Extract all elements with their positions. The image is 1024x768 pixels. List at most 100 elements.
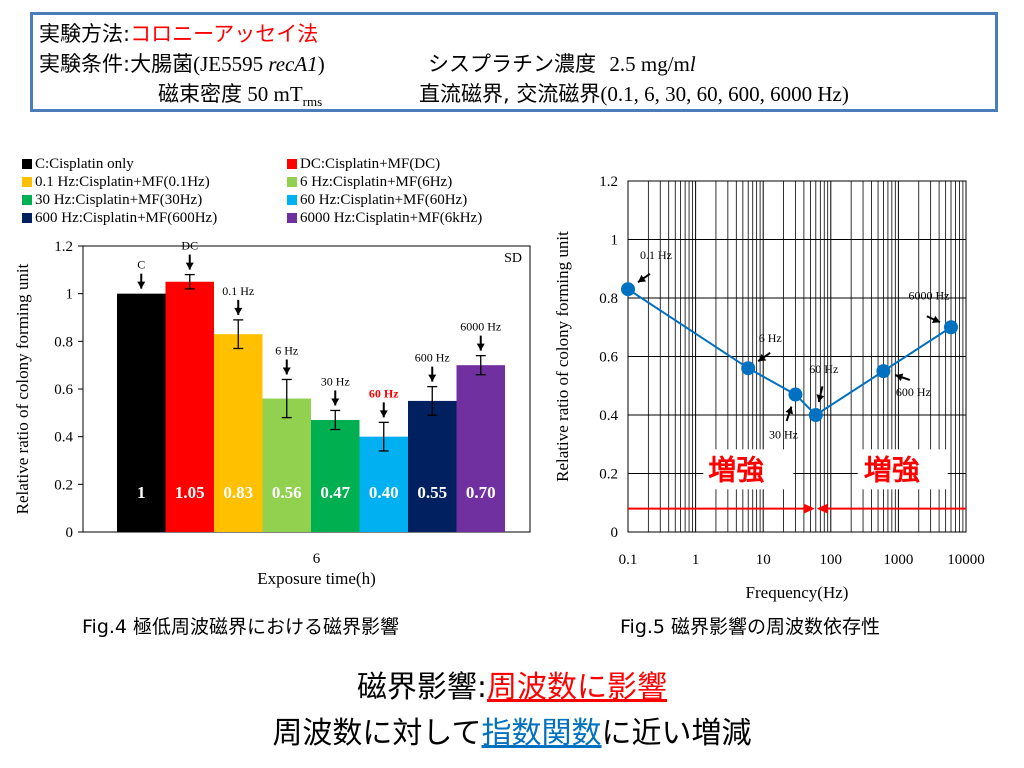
legend-item: 6 Hz:Cisplatin+MF(6Hz) [287, 173, 452, 191]
legend-label: C:Cisplatin only [35, 156, 134, 172]
bar-arrow-head [428, 374, 437, 382]
bar-arrow-head [476, 343, 485, 351]
x-tick-label: 1000 [883, 552, 913, 568]
strain: (JE5595 [193, 52, 269, 76]
method-line: 実験方法:コロニーアッセイ法 [39, 21, 318, 47]
legend-label: 30 Hz:Cisplatin+MF(30Hz) [35, 192, 203, 208]
y-tick-label: 1 [66, 287, 74, 303]
field-line: 直流磁界, 交流磁界(0.1, 6, 30, 60, 600, 6000 Hz) [419, 81, 849, 107]
conclusion-line-2: 周波数に対して指数関数に近い増減 [0, 708, 1024, 752]
bar [117, 293, 166, 532]
concentration-line: シスプラチン濃度 2.5 mg/ml [428, 51, 696, 77]
legend-item: 0.1 Hz:Cisplatin+MF(0.1Hz) [22, 173, 210, 191]
bar-arrow-head [331, 398, 340, 406]
conclusion-prefix-1: 磁界影響: [356, 670, 488, 705]
bar [359, 436, 408, 532]
legend-item: 6000 Hz:Cisplatin+MF(6kHz) [287, 209, 482, 227]
legend-swatch [287, 195, 297, 205]
legend-item: 600 Hz:Cisplatin+MF(600Hz) [22, 209, 217, 227]
bar-value-label: 0.55 [417, 483, 447, 502]
x-tick-label: 0.1 [619, 552, 638, 568]
organism: 大腸菌 [130, 52, 194, 76]
conclusion-highlight-2: 指数関数 [481, 716, 602, 751]
point-label: 30 Hz [769, 428, 798, 442]
y-axis-label: Relative ratio of colony forming unit [13, 263, 32, 514]
y-tick-label: 0.4 [599, 408, 618, 424]
y-tick-label: 0.2 [54, 477, 73, 493]
legend-swatch [287, 159, 297, 169]
bar-arrow-head [379, 410, 388, 418]
enhance-label-bg [703, 449, 794, 490]
legend-label: 60 Hz:Cisplatin+MF(60Hz) [300, 192, 468, 208]
sd-label: SD [504, 251, 522, 266]
y-tick-label: 1.2 [599, 174, 618, 190]
legend-swatch [22, 159, 32, 169]
legend-swatch [22, 177, 32, 187]
legend-item: DC:Cisplatin+MF(DC) [287, 155, 440, 173]
concentration-value: 2.5 mg/m [609, 52, 690, 76]
strain-italic: recA1 [268, 52, 318, 76]
y-tick-label: 0.4 [54, 430, 73, 446]
x-tick-label: 6 [313, 551, 321, 567]
enhance-arrow-left-head [803, 503, 815, 514]
bar-value-label: 1.05 [175, 483, 205, 502]
point-label: 6000 Hz [909, 288, 950, 302]
legend-item: 60 Hz:Cisplatin+MF(60Hz) [287, 191, 467, 209]
fig5-caption: Fig.5 磁界影響の周波数依存性 [620, 616, 881, 638]
method-label: 実験方法: [39, 22, 131, 46]
bar-category-label: C [137, 258, 145, 272]
x-axis-label: Frequency(Hz) [746, 583, 849, 602]
point-arrow-head [785, 406, 794, 415]
bar-value-label: 0.40 [369, 483, 399, 502]
data-point [788, 387, 803, 402]
legend-swatch [287, 177, 297, 187]
bar-value-label: 0.70 [466, 483, 496, 502]
bar-category-label: DC [181, 239, 198, 253]
flux-value: 50 mT [242, 82, 303, 106]
x-axis-label: Exposure time(h) [257, 569, 376, 588]
enhance-label-left: 増強 [708, 454, 764, 486]
flux-label: 磁束密度 [158, 82, 242, 106]
concentration-label: シスプラチン濃度 [428, 52, 596, 76]
x-tick-label: 100 [820, 552, 843, 568]
bar-arrow-head [137, 281, 146, 289]
y-tick-label: 0 [611, 525, 619, 541]
bar [311, 419, 360, 532]
point-arrow-head [931, 315, 941, 323]
enhance-label-bg [857, 449, 948, 490]
bar-chart: 0 0.2 0.4 0.6 0.8 1 1.2 Relative ratio of colon… [13, 239, 531, 588]
condition-label: 実験条件: [39, 52, 131, 76]
y-tick-label: 0.2 [599, 467, 618, 483]
legend-item: 30 Hz:Cisplatin+MF(30Hz) [22, 191, 202, 209]
legend-swatch [22, 195, 32, 205]
y-axis-label: Relative ratio of colony forming unit [553, 231, 572, 482]
point-label: 6 Hz [759, 331, 782, 345]
point-label: 600 Hz [896, 385, 931, 399]
bar-category-label: 6000 Hz [460, 320, 501, 334]
field-ac: 交流磁界 [516, 82, 601, 106]
legend-label: 6000 Hz:Cisplatin+MF(6kHz) [300, 210, 483, 226]
y-tick-label: 0.8 [599, 291, 618, 307]
series-line [627, 288, 952, 417]
x-tick-label: 10 [756, 552, 771, 568]
bar-arrow-head [234, 307, 243, 315]
x-tick-label: 10000 [947, 552, 985, 568]
bar [456, 365, 505, 532]
x-tick-label: 1 [692, 552, 700, 568]
point-label: 0.1 Hz [640, 248, 672, 262]
data-point [944, 320, 959, 335]
conclusion-line-1: 磁界影響:周波数に影響 [0, 662, 1024, 706]
conclusion-suffix-2: に近い増減 [601, 716, 752, 751]
enhance-arrow-right-head [816, 503, 828, 514]
enhance-label-right: 増強 [864, 454, 920, 486]
legend-label: DC:Cisplatin+MF(DC) [300, 156, 441, 172]
y-tick-label: 0 [66, 525, 74, 541]
flux-line: 磁束密度 50 mTrms [158, 81, 322, 115]
bar [165, 281, 214, 532]
bar-arrow-head [185, 262, 194, 270]
frequency-chart: 0 0.2 0.4 0.6 0.8 1 1.2 0.1 1 10 100 1000 10000 Relat… [553, 174, 985, 602]
data-point [621, 282, 635, 297]
y-tick-label: 0.6 [599, 350, 618, 366]
point-arrow-head [816, 394, 825, 402]
strain-close: ) [317, 52, 325, 76]
